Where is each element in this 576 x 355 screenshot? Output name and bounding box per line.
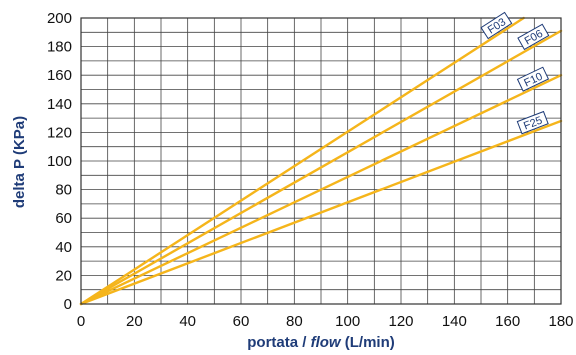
y-tick-label: 160 — [47, 67, 72, 84]
y-tick-label: 200 — [47, 10, 72, 27]
y-tick-label: 180 — [47, 39, 72, 56]
series-label-box — [480, 11, 513, 40]
series-lines — [79, 16, 563, 306]
x-tick-label: 60 — [233, 313, 250, 330]
x-tick-label: 0 — [77, 313, 85, 330]
x-tick-label: 180 — [548, 313, 573, 330]
series-label-box — [516, 66, 550, 92]
series-label-box — [516, 110, 549, 135]
x-tick-labels: 0 20 40 60 80 100 120 140 160 180 — [77, 313, 574, 330]
series-line-f25 — [79, 119, 563, 306]
y-tick-label: 80 — [55, 182, 72, 199]
grid — [80, 17, 562, 305]
series-line-f03 — [79, 16, 525, 306]
series-line-f06 — [79, 29, 563, 306]
y-tick-label: 60 — [55, 210, 72, 227]
x-tick-label: 160 — [495, 313, 520, 330]
series-line-f10 — [79, 73, 563, 306]
x-axis-label-suffix: (L/min) — [341, 334, 395, 351]
y-tick-label: 140 — [47, 96, 72, 113]
y-tick-label: 20 — [55, 267, 72, 284]
plot-frame — [80, 17, 562, 305]
x-tick-label: 40 — [179, 313, 196, 330]
y-axis-label: delta P (KPa) — [11, 116, 28, 208]
x-axis-label: portata / flow (L/min) — [247, 334, 395, 351]
x-tick-label: 100 — [335, 313, 360, 330]
y-tick-labels: 0 20 40 60 80 100 120 140 160 180 200 — [47, 10, 72, 313]
x-tick-label: 80 — [286, 313, 303, 330]
y-tick-label: 120 — [47, 124, 72, 141]
x-tick-label: 120 — [388, 313, 413, 330]
series-label-box — [517, 23, 550, 51]
x-axis-label-italic: flow — [311, 334, 342, 351]
x-axis-label-prefix: portata / — [247, 334, 310, 351]
x-tick-label: 20 — [126, 313, 143, 330]
y-tick-label: 0 — [64, 296, 72, 313]
x-tick-label: 140 — [442, 313, 467, 330]
y-tick-label: 40 — [55, 239, 72, 256]
y-tick-label: 100 — [47, 153, 72, 170]
